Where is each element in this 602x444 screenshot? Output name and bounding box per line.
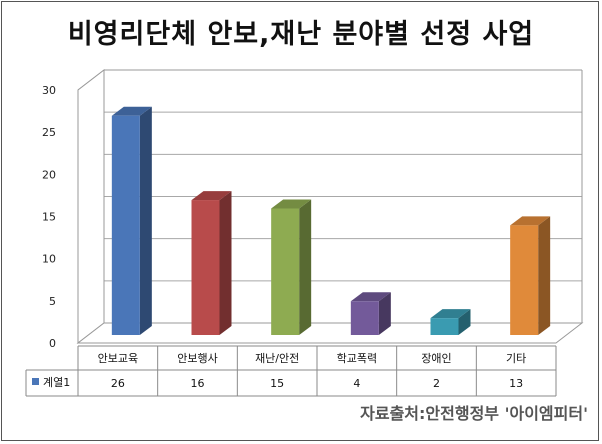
- bar-front: [271, 208, 300, 335]
- data-table: 안보교육 26 안보행사 16 재난/안전 15 학교폭력 4 장애인 2 기타 13 계열1: [25, 345, 557, 397]
- bar-재난/안전: [271, 199, 312, 335]
- source-note: 자료출처:안전행정부 '아이엠피터': [360, 404, 588, 423]
- bar-side: [219, 191, 232, 335]
- bars: [111, 106, 551, 335]
- bar-front: [430, 318, 459, 335]
- category-label: 기타: [506, 352, 526, 365]
- y-tick-label: 25: [42, 126, 56, 139]
- gridline: [77, 153, 582, 175]
- y-tick-labels: 0 5 10 15 20 25 30: [42, 84, 56, 350]
- bar-side: [538, 216, 551, 335]
- bar-front: [111, 115, 140, 335]
- bar-side: [458, 309, 471, 335]
- category-label: 안보행사: [177, 352, 217, 365]
- data-table-value: 26: [111, 377, 125, 390]
- data-table-value: 2: [433, 377, 440, 390]
- bar-top: [430, 309, 471, 319]
- y-tick-label: 20: [42, 168, 56, 181]
- bar-top: [111, 106, 152, 116]
- data-table-value: 13: [509, 377, 523, 390]
- chart-title: 비영리단체 안보,재난 분야별 선정 사업: [67, 19, 535, 50]
- bar-top: [510, 216, 551, 226]
- gridline: [77, 111, 582, 133]
- gridline: [77, 196, 582, 217]
- bar-기타: [510, 216, 551, 335]
- bar-front: [350, 301, 379, 335]
- bar-front: [191, 200, 220, 335]
- gridline: [77, 69, 582, 91]
- bar-side: [378, 292, 391, 335]
- bar-side: [299, 199, 312, 335]
- data-table-value: 15: [270, 377, 284, 390]
- data-table-value: 4: [353, 377, 360, 390]
- y-tick-label: 0: [49, 337, 56, 350]
- bar-top: [191, 191, 232, 201]
- y-tick-label: 30: [42, 84, 56, 97]
- bar-안보행사: [191, 191, 232, 335]
- bar-장애인: [430, 309, 471, 335]
- category-label: 재난/안전: [255, 352, 299, 365]
- gridlines: [77, 69, 582, 302]
- gridline: [77, 238, 582, 260]
- legend-series-name: 계열1: [43, 376, 70, 389]
- data-table-value: 16: [191, 377, 205, 390]
- y-tick-label: 10: [42, 253, 56, 266]
- bar-학교폭력: [350, 292, 391, 335]
- y-tick-label: 5: [49, 295, 56, 308]
- side-wall: [77, 68, 105, 345]
- y-tick-label: 15: [42, 211, 56, 224]
- legend-swatch: [32, 378, 39, 385]
- chart-walls: [76, 68, 584, 345]
- bar-front: [510, 225, 539, 335]
- category-label: 장애인: [421, 352, 451, 365]
- floor: [76, 322, 584, 344]
- gridline: [77, 280, 582, 302]
- category-label: 학교폭력: [337, 352, 377, 365]
- bar-top: [350, 292, 391, 302]
- bar-top: [271, 199, 312, 209]
- bar-side: [139, 106, 152, 335]
- bar-안보교육: [111, 106, 152, 335]
- category-label: 안보교육: [98, 352, 138, 365]
